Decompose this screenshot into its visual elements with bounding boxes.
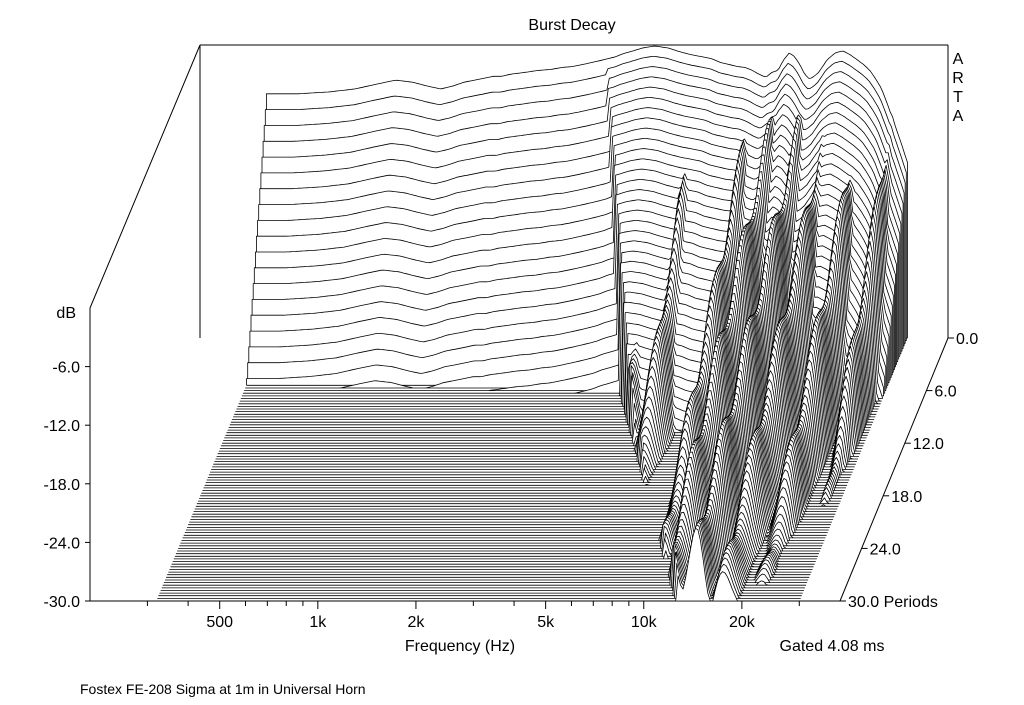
- z-tick-label-0: 0.0: [956, 331, 978, 348]
- z-tick-label-4: 24.0: [870, 541, 901, 558]
- x-tick-label-2k: 2k: [407, 614, 425, 631]
- arta-letter-2: T: [953, 89, 963, 106]
- y-tick-label--6.0: -6.0: [52, 360, 80, 377]
- x-tick-label-1k: 1k: [309, 614, 327, 631]
- chart-title: Burst Decay: [528, 17, 615, 34]
- x-tick-label-5k: 5k: [537, 614, 555, 631]
- decay-slice-100: [156, 528, 800, 602]
- gate-label: Gated 4.08 ms: [780, 638, 885, 655]
- x-tick-label-10k: 10k: [631, 614, 658, 631]
- z-axis-ticks: 0.0 6.0 12.0 18.0 24.0 30.0 Periods: [840, 331, 978, 611]
- y-axis-title: dB: [56, 305, 76, 322]
- x-axis-title: Frequency (Hz): [405, 638, 515, 655]
- arta-letter-1: R: [952, 70, 964, 87]
- y-tick-label--30.0: -30.0: [44, 594, 81, 611]
- y-axis-ticks: -6.0 -12.0 -18.0 -24.0 -30.0: [44, 360, 90, 611]
- y-tick-label--18.0: -18.0: [44, 477, 81, 494]
- y-tick-label--24.0: -24.0: [44, 535, 81, 552]
- frame-edge-6: [839, 337, 949, 602]
- z-tick-label-5: 30.0 Periods: [848, 594, 938, 611]
- y-tick-label--12.0: -12.0: [44, 418, 81, 435]
- frame-edge-0: [89, 44, 201, 309]
- arta-letter-0: A: [953, 51, 964, 68]
- z-tick-label-2: 12.0: [913, 436, 944, 453]
- z-tick-label-1: 6.0: [934, 384, 956, 401]
- x-tick-label-500: 500: [206, 614, 233, 631]
- decay-slices: [156, 45, 908, 602]
- x-axis-ticks: 500 1k 2k 5k 10k 20k: [146, 601, 800, 631]
- z-tick-label-3: 18.0: [891, 489, 922, 506]
- figure-caption: Fostex FE-208 Sigma at 1m in Universal H…: [80, 681, 366, 697]
- x-tick-label-20k: 20k: [729, 614, 756, 631]
- arta-letter-3: A: [953, 108, 964, 125]
